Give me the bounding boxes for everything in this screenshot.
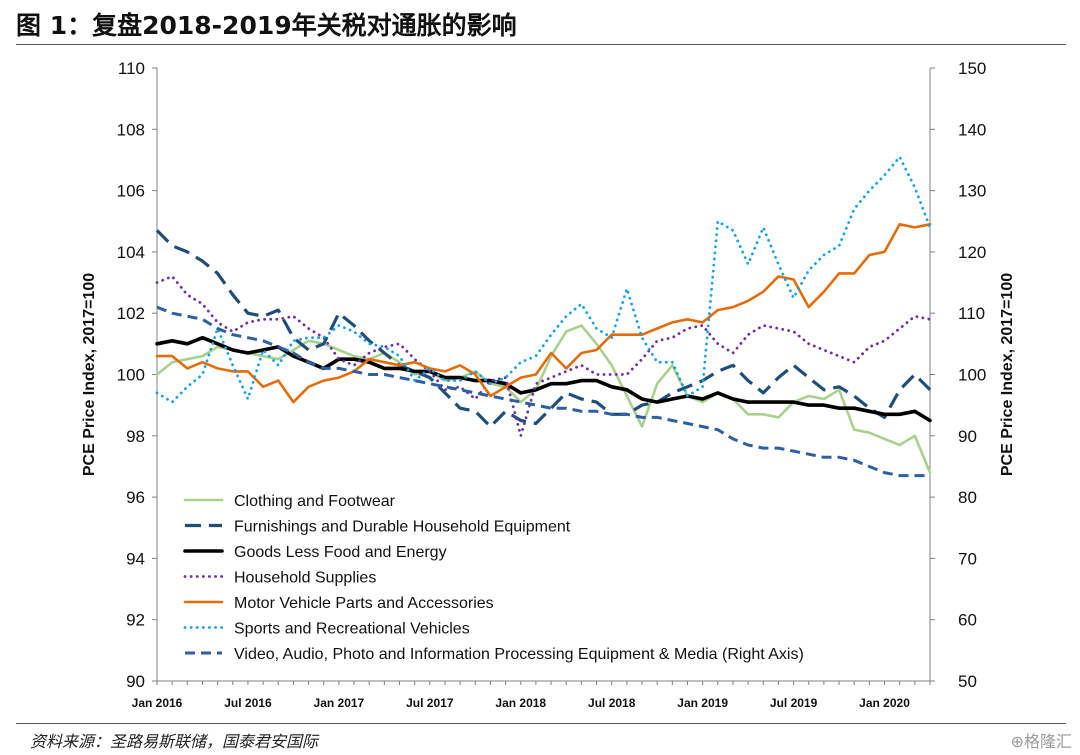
y-tick-label-right: 100: [958, 366, 986, 385]
y-tick-label-left: 94: [126, 549, 145, 568]
x-tick-label: Jul 2017: [406, 696, 454, 710]
y-tick-label-right: 80: [958, 488, 977, 507]
series-line-2: [155, 229, 932, 429]
legend-label: Sports and Recreational Vehicles: [234, 621, 470, 638]
chart-series: [155, 155, 932, 478]
y-tick-label-right: 150: [958, 59, 986, 78]
legend-label: Goods Less Food and Energy: [234, 544, 447, 561]
legend-label: Video, Audio, Photo and Information Proc…: [234, 646, 804, 663]
y-tick-label-right: 70: [958, 549, 977, 568]
y-axis-left-label: PCE Price Index, 2017=100: [81, 273, 98, 476]
y-tick-label-left: 100: [117, 366, 145, 385]
x-tick-label: Jan 2017: [314, 696, 365, 710]
legend-label: Household Supplies: [234, 570, 376, 587]
legend-label: Motor Vehicle Parts and Accessories: [234, 595, 494, 612]
chart-axes: 90 92 94 96 98 100 102 104 106 108 110 50 60 70 80 90 10…: [81, 59, 1016, 710]
y-tick-label-left: 104: [117, 243, 145, 262]
x-tick-label: Jan 2019: [677, 696, 728, 710]
y-tick-label-left: 96: [126, 488, 145, 507]
source-note: 资料来源：圣路易斯联储，国泰君安国际: [30, 732, 319, 751]
y-axis-right-label: PCE Price Index, 2017=100: [999, 273, 1016, 476]
y-tick-label-right: 50: [958, 672, 977, 691]
y-tick-label-right: 60: [958, 611, 977, 630]
y-tick-label-left: 98: [126, 427, 145, 446]
y-tick-label-left: 110: [118, 59, 145, 78]
y-tick-label-left: 90: [126, 672, 145, 691]
y-tick-label-right: 130: [958, 182, 986, 201]
legend-label: Furnishings and Durable Household Equipm…: [234, 519, 571, 536]
y-tick-label-left: 106: [117, 182, 145, 201]
series-line-1: [155, 324, 932, 474]
page-title: 图 1：复盘2018-2019年关税对通胀的影响: [16, 11, 517, 40]
y-tick-label-right: 120: [958, 243, 986, 262]
x-tick-label: Jul 2019: [770, 696, 818, 710]
y-tick-label-right: 140: [958, 120, 986, 139]
source-divider: [16, 723, 1066, 724]
series-line-7: [156, 305, 930, 478]
x-tick-label: Jan 2016: [132, 696, 183, 710]
y-tick-label-left: 108: [117, 120, 145, 139]
x-tick-label: Jul 2016: [224, 696, 272, 710]
y-tick-label-right: 110: [958, 304, 985, 323]
chart-legend: Clothing and Footwear Furnishings and Dur…: [183, 493, 804, 663]
x-tick-label: Jul 2018: [588, 696, 636, 710]
series-line-4: [155, 274, 932, 438]
y-tick-label-left: 102: [117, 304, 145, 323]
x-tick-label: Jan 2018: [495, 696, 546, 710]
title-divider: [16, 44, 1066, 45]
y-tick-label-right: 90: [958, 427, 977, 446]
series-line-5: [155, 223, 932, 404]
watermark-logo: ⊕格隆汇: [1010, 732, 1072, 751]
y-tick-label-left: 92: [126, 611, 145, 630]
x-tick-label: Jan 2020: [859, 696, 910, 710]
series-line-6: [155, 155, 932, 404]
legend-label: Clothing and Footwear: [234, 493, 396, 510]
